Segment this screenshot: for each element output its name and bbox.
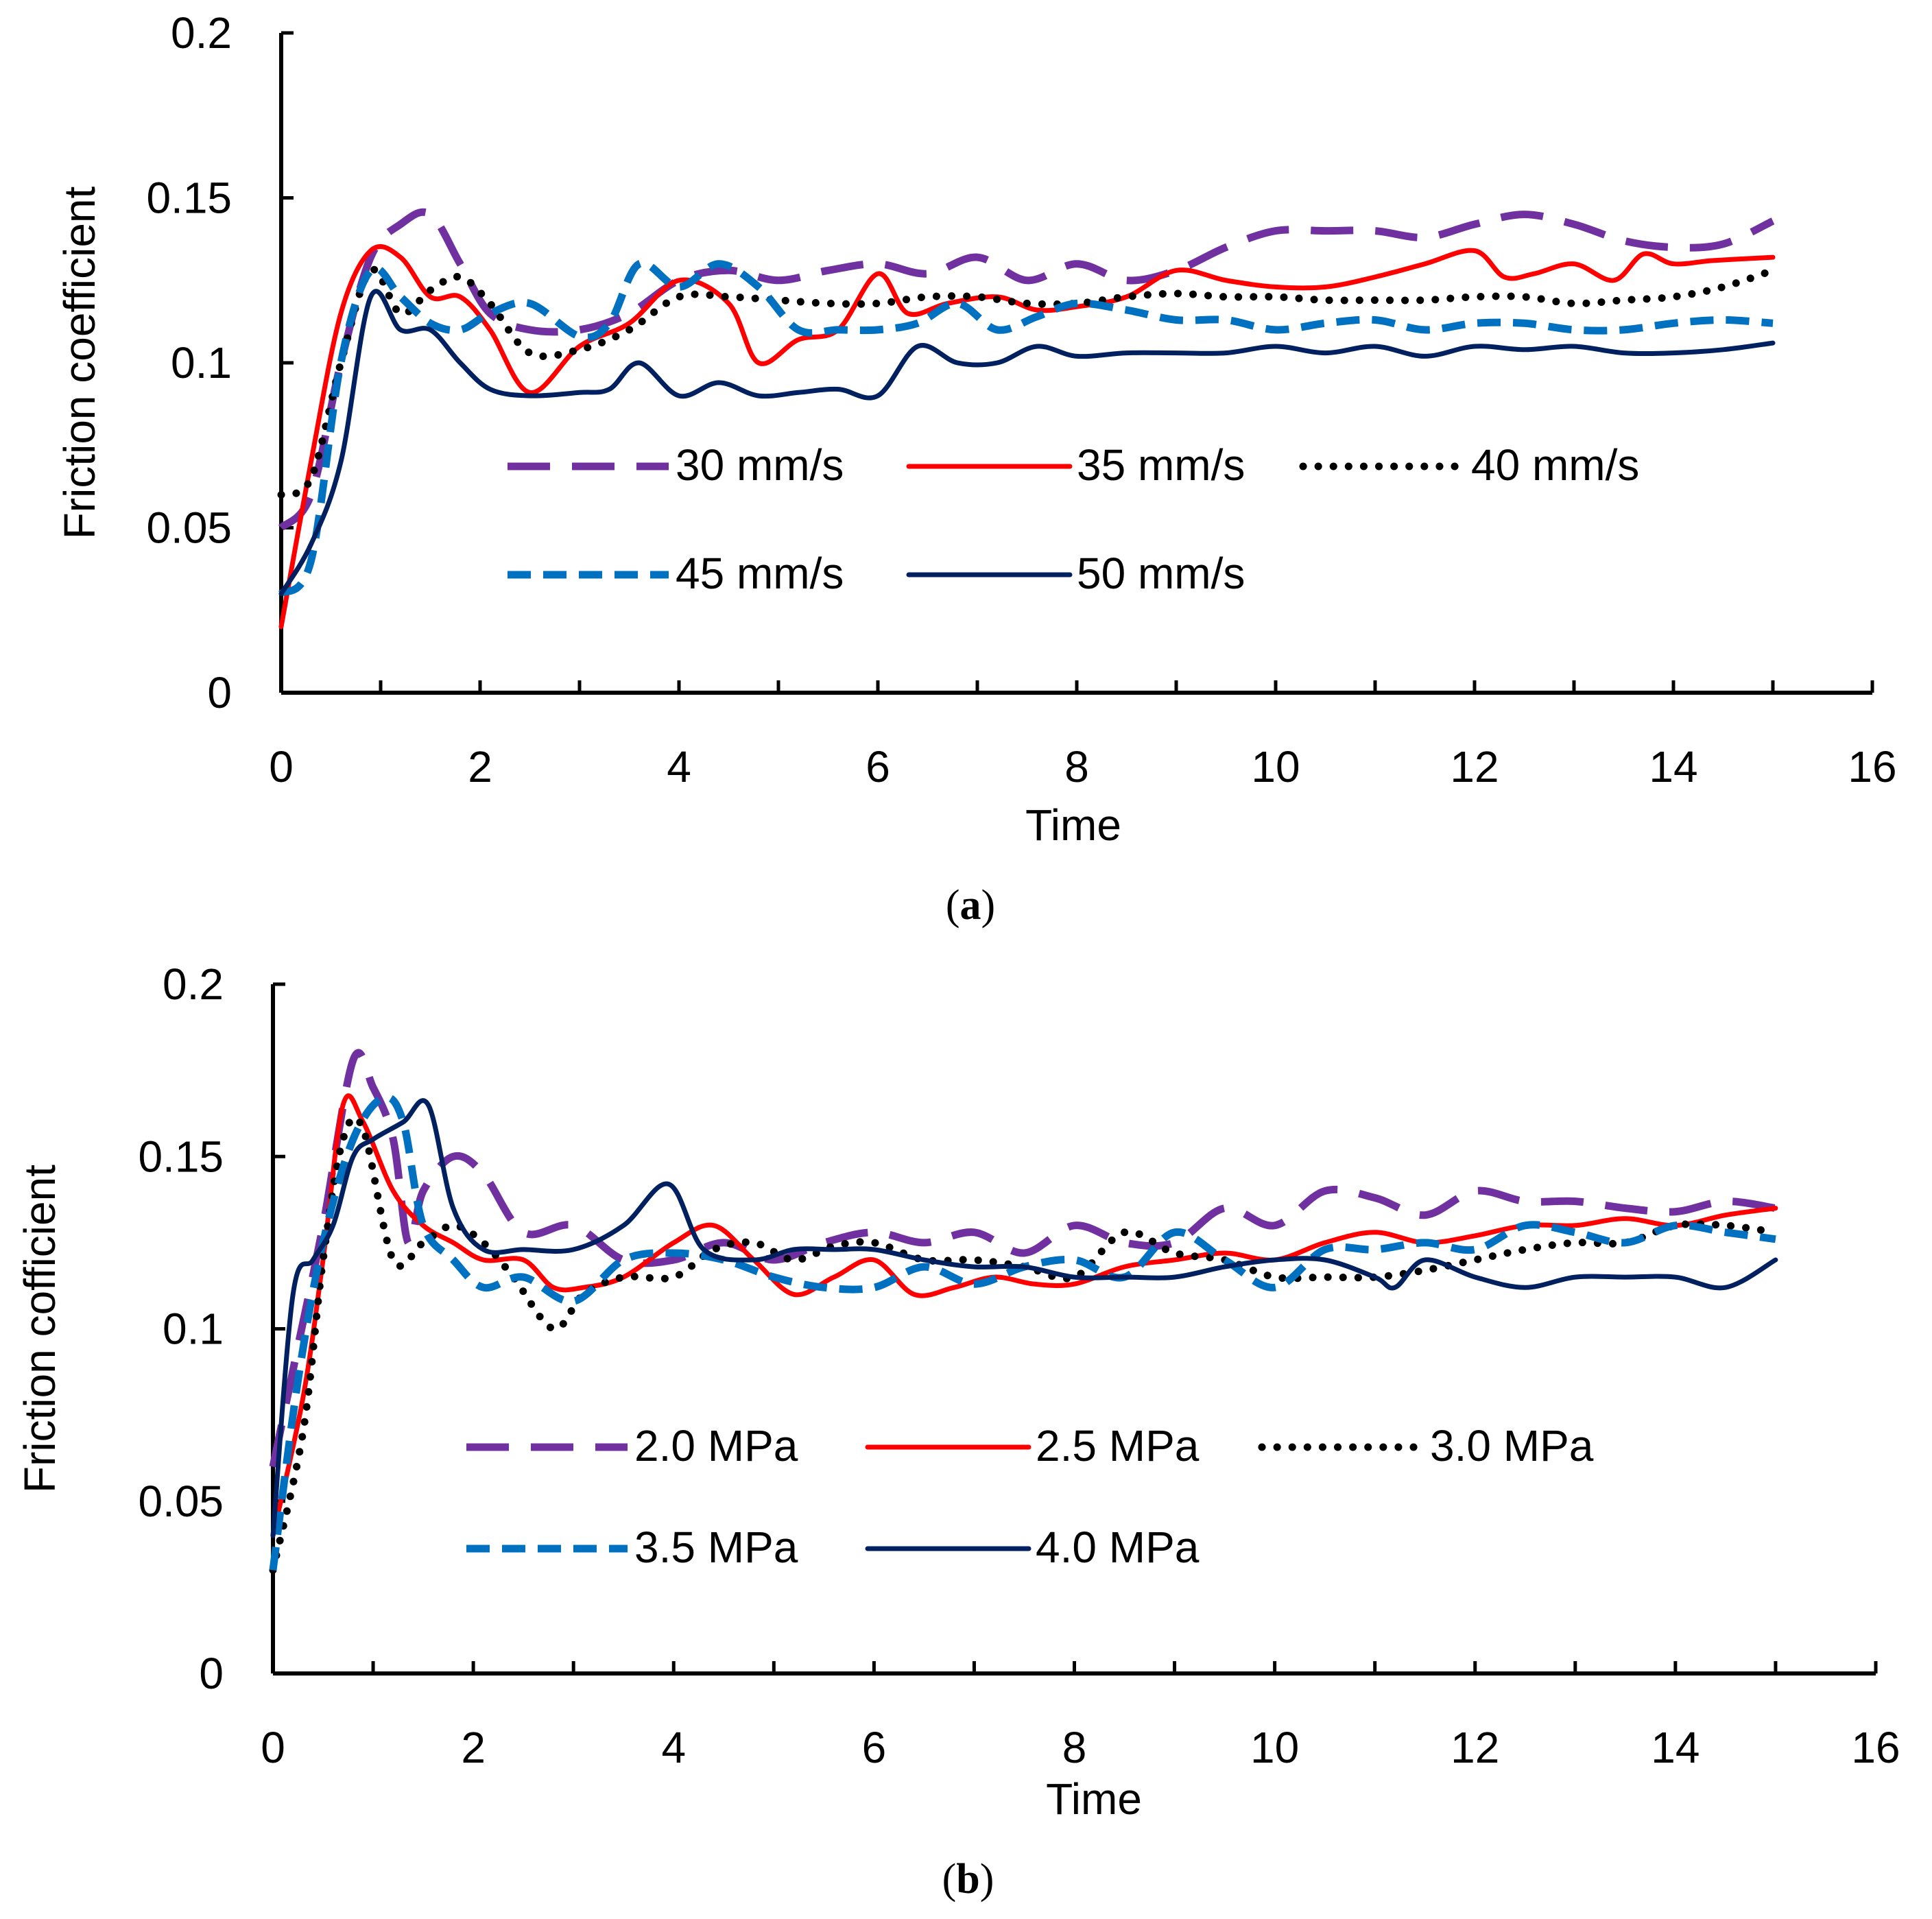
x-tick-label: 6 <box>866 742 890 791</box>
y-tick-label: 0.05 <box>146 503 232 553</box>
legend-label: 50 mm/s <box>1077 549 1245 598</box>
x-tick-label: 12 <box>1451 1723 1499 1772</box>
x-tick-label: 14 <box>1649 742 1697 791</box>
legend-label: 45 mm/s <box>676 549 844 598</box>
panel-caption: (b) <box>942 1856 994 1903</box>
legend-label: 3.5 MPa <box>634 1523 798 1572</box>
chart-panel-b: 0 0.05 0.1 0.15 0.2 0 2 4 6 8 10 12 14 16 Time Friction… <box>15 960 1900 1903</box>
legend-label: 4.0 MPa <box>1036 1523 1200 1572</box>
series-line-2-5-mpa <box>270 1093 1778 1538</box>
panel-caption: (a) <box>946 882 995 929</box>
x-tick-label: 14 <box>1651 1723 1700 1772</box>
y-axis-label: Friction cofficient <box>15 1165 64 1493</box>
y-tick-label: 0.15 <box>146 174 232 223</box>
panel-letter: a <box>960 882 981 929</box>
legend-label: 2.5 MPa <box>1036 1421 1200 1470</box>
y-tick-label: 0.1 <box>171 338 232 388</box>
series-line-45-mm-s <box>278 259 1774 597</box>
x-tick-label: 0 <box>261 1723 285 1772</box>
x-tick-label: 10 <box>1250 1723 1299 1772</box>
series-line-2-0-mpa <box>269 1049 1776 1468</box>
x-tick-label: 12 <box>1450 742 1499 791</box>
y-axis-label: Friction coefficient <box>55 186 104 539</box>
legend-label: 35 mm/s <box>1077 440 1245 490</box>
series-line-35-mm-s <box>278 244 1776 630</box>
y-tick-label: 0 <box>199 1649 224 1698</box>
legend: 30 mm/s 35 mm/s 40 mm/s 45 mm/s 50 mm/s <box>508 440 1639 598</box>
y-tick-label: 0.2 <box>171 8 232 58</box>
y-tick-label: 0.2 <box>163 960 224 1009</box>
chart-panel-a: 0 0.05 0.1 0.15 0.2 0 2 4 6 8 10 12 14 16 Time Friction… <box>55 8 1897 929</box>
x-axis-label: Time <box>1025 800 1121 850</box>
y-tick-label: 0 <box>207 668 232 717</box>
x-tick-label: 6 <box>862 1723 887 1772</box>
x-tick-label: 8 <box>1064 742 1089 791</box>
series-line-3-5-mpa <box>269 1093 1776 1571</box>
panel-letter: b <box>956 1856 979 1903</box>
x-tick-label: 4 <box>661 1723 686 1772</box>
series-line-50-mm-s <box>278 289 1776 597</box>
x-tick-label: 4 <box>667 742 691 791</box>
legend: 2.0 MPa 2.5 MPa 3.0 MPa 3.5 MPa 4.0 MPa <box>466 1421 1594 1572</box>
x-tick-label: 16 <box>1848 742 1896 791</box>
x-axis-label: Time <box>1046 1774 1142 1824</box>
x-tick-label: 8 <box>1062 1723 1087 1772</box>
y-tick-label: 0.1 <box>163 1304 224 1354</box>
series-line-3-0-mpa <box>269 1114 1780 1574</box>
x-tick-label: 2 <box>461 1723 486 1772</box>
x-tick-label: 16 <box>1851 1723 1900 1772</box>
series-line-4-0-mpa <box>270 1098 1778 1538</box>
y-tick-label: 0.05 <box>138 1477 224 1526</box>
legend-label: 3.0 MPa <box>1430 1421 1594 1470</box>
x-tick-label: 0 <box>269 742 294 791</box>
series-line-40-mm-s <box>277 265 1777 499</box>
legend-label: 2.0 MPa <box>634 1421 798 1470</box>
x-tick-label: 2 <box>468 742 492 791</box>
legend-label: 40 mm/s <box>1471 440 1639 490</box>
legend-label: 30 mm/s <box>676 440 844 490</box>
x-tick-label: 10 <box>1251 742 1300 791</box>
y-tick-label: 0.15 <box>138 1132 224 1181</box>
